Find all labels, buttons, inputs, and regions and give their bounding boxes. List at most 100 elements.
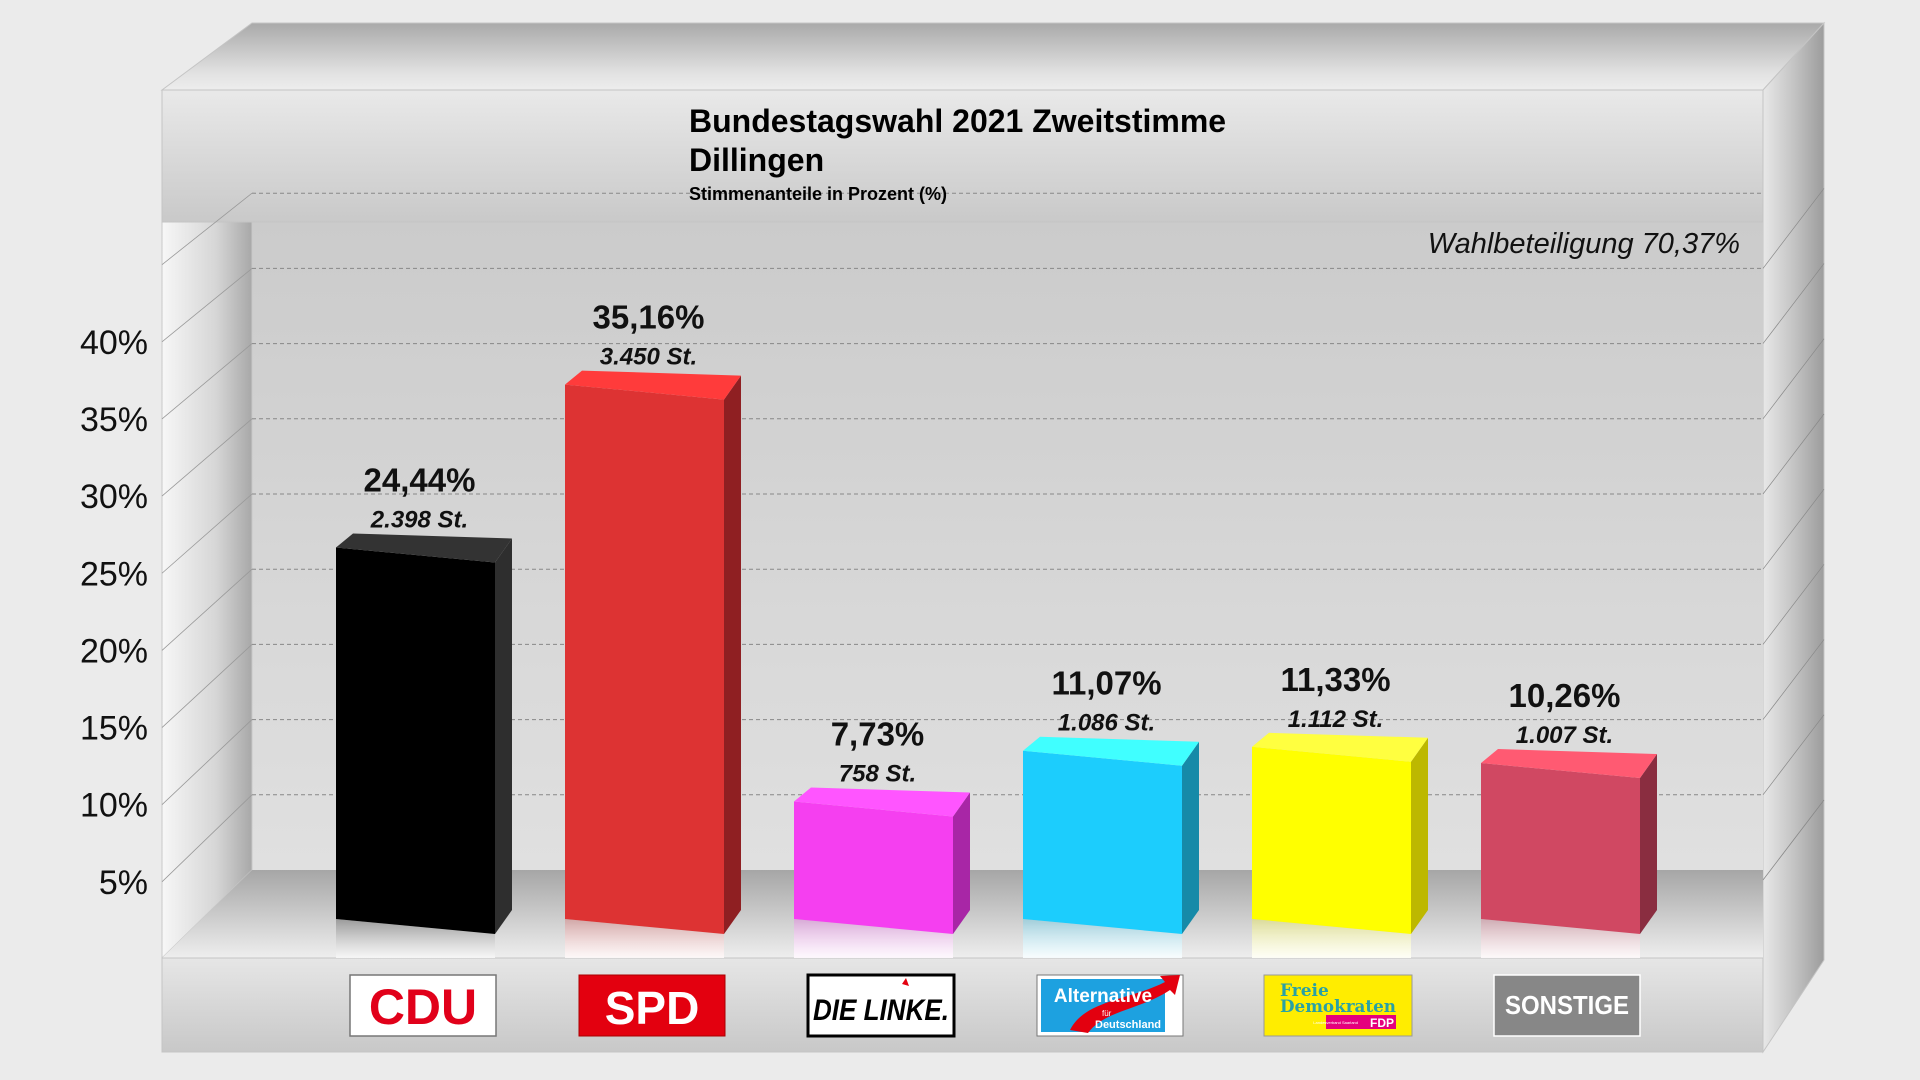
logo-cdu-text: CDU	[369, 979, 477, 1035]
bar-votes-label: 3.450 St.	[600, 344, 697, 371]
logo-afd-line2: für	[1102, 1009, 1112, 1018]
y-tick-label: 25%	[80, 555, 148, 593]
y-tick-label: 5%	[99, 864, 148, 902]
bar-cdu: 24,44% 2.398 St.	[336, 462, 512, 958]
y-tick-label: 30%	[80, 478, 148, 516]
gridline-right-wall	[1762, 564, 1825, 645]
y-tick-label: 15%	[80, 710, 148, 748]
logo-fdp-line1: Freie	[1280, 981, 1329, 1001]
logo-afd-line1: Alternative	[1054, 986, 1152, 1007]
bar-value-label: 11,07%	[1051, 665, 1161, 702]
bars: 24,44% 2.398 St. 35,16% 3.450 St. 7,73% 758 S…	[336, 299, 1657, 958]
bar-value-label: 11,33%	[1280, 661, 1390, 698]
bar-front	[794, 801, 953, 934]
bar-reflection-fade	[1252, 919, 1411, 958]
bar-reflection-fade	[1481, 919, 1640, 958]
logo-afd: Alternative für Deutschland	[1036, 974, 1184, 1037]
gridline-wall	[161, 719, 253, 805]
chart-subtitle: Stimmenanteile in Prozent (%)	[689, 184, 947, 204]
bar-top	[1481, 749, 1657, 779]
gridline-right-wall	[1762, 714, 1825, 796]
bar-side	[1640, 754, 1657, 934]
bar-value-label: 35,16%	[593, 299, 705, 336]
bar-top	[1252, 732, 1428, 762]
logo-fdp-line2: Demokraten	[1280, 997, 1396, 1017]
linke-red-mark	[902, 978, 909, 986]
gridline-wall	[161, 794, 253, 883]
gridline-right-wall	[1762, 488, 1825, 570]
y-tick-label: 10%	[80, 787, 148, 825]
bar-votes-label: 1.086 St.	[1058, 710, 1155, 737]
party-logos: CDU SPD DIE LINKE. Alternative für Deuts…	[349, 973, 1641, 1038]
bar-side	[953, 792, 970, 934]
frame-right-wall	[1762, 21, 1825, 1054]
bar-side	[1182, 741, 1199, 934]
gridline-right-wall	[1762, 338, 1825, 420]
bar-value-label: 24,44%	[364, 462, 476, 499]
bar-front	[565, 384, 724, 934]
logo-spd: SPD	[578, 974, 726, 1037]
logo-fdp-small: Landesverband Saarland	[1313, 1020, 1358, 1025]
bar-top	[336, 533, 512, 563]
bar-front	[1252, 746, 1411, 934]
logo-linke-text: DIE LINKE.	[813, 994, 949, 1027]
gridline-right-wall	[1762, 639, 1825, 720]
right-wall-diagonal	[1762, 799, 1825, 881]
bar-side	[495, 538, 512, 934]
gridline-wall	[161, 268, 253, 343]
gridline-right-wall	[1762, 188, 1825, 269]
bar-reflection-fade	[1023, 919, 1182, 958]
bar-votes-label: 1.007 St.	[1516, 722, 1613, 749]
y-tick-label: 35%	[80, 401, 148, 439]
bar-value-label: 7,73%	[831, 716, 925, 753]
bar-fdp: 11,33% 1.112 St.	[1252, 661, 1428, 958]
gridline-right-wall	[1762, 263, 1825, 344]
bar-votes-label: 2.398 St.	[370, 507, 468, 534]
afd-arrow-icon	[1070, 975, 1180, 1033]
bar-front	[1481, 763, 1640, 934]
bar-votes-label: 758 St.	[839, 761, 916, 788]
bar-die-linke: 7,73% 758 St.	[794, 716, 970, 958]
left-wall	[161, 221, 253, 960]
logo-cdu: CDU	[349, 974, 497, 1037]
chart-location: Dillingen	[689, 142, 824, 178]
gridline-wall	[161, 568, 253, 651]
logo-sonstige: SONSTIGE	[1493, 974, 1641, 1037]
logo-spd-text: SPD	[605, 982, 700, 1034]
gridline-wall	[161, 493, 253, 574]
bar-top	[565, 370, 741, 400]
bar-front	[1023, 750, 1182, 934]
gridline-right-wall	[1762, 413, 1825, 495]
bar-reflection-fade	[565, 919, 724, 958]
logo-fdp-abbr: FDP	[1370, 1016, 1394, 1030]
bar-value-label: 10,26%	[1509, 677, 1621, 714]
chart-title: Bundestagswahl 2021 Zweitstimme	[689, 103, 1226, 139]
bar-reflection-fade	[794, 919, 953, 958]
bar-side	[1411, 737, 1428, 934]
logo-afd-line3: Deutschland	[1095, 1019, 1161, 1031]
bar-votes-label: 1.112 St.	[1288, 706, 1384, 733]
gridlines	[161, 188, 1825, 883]
logo-linke: DIE LINKE.	[806, 973, 956, 1038]
bar-top	[1023, 736, 1199, 766]
gridline-wall	[161, 418, 253, 497]
y-tick-label: 20%	[80, 632, 148, 670]
bar-afd: 11,07% 1.086 St.	[1023, 665, 1199, 958]
logo-sonstige-text: SONSTIGE	[1505, 990, 1629, 1020]
bar-reflection-fade	[336, 919, 495, 958]
bar-sonstige: 10,26% 1.007 St.	[1481, 677, 1657, 958]
gridline-wall	[161, 644, 253, 728]
gridline-wall	[161, 192, 253, 265]
bar-side	[724, 375, 741, 934]
frame-top-face	[160, 22, 1826, 91]
logo-fdp: Freie Demokraten Landesverband Saarland …	[1263, 974, 1413, 1037]
turnout-annotation: Wahlbeteiligung 70,37%	[1428, 228, 1740, 260]
bar-spd: 35,16% 3.450 St.	[565, 299, 741, 958]
y-tick-label: 40%	[80, 324, 148, 362]
header-panel	[161, 89, 1764, 223]
bar-front	[336, 547, 495, 934]
y-axis: 5% 10% 15% 20% 25% 30% 35% 40%	[80, 324, 148, 902]
bar-top	[794, 787, 970, 817]
gridline-wall	[161, 343, 253, 420]
